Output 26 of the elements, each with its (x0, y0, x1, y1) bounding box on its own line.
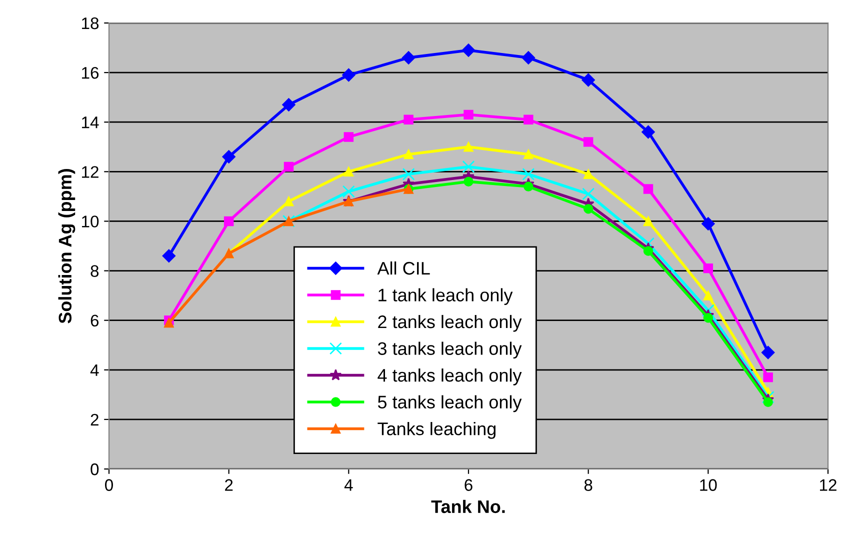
y-axis-title: Solution Ag (ppm) (58, 169, 76, 324)
y-tick-label: 16 (82, 66, 99, 79)
legend-label: 3 tanks leach only (378, 342, 522, 359)
x-axis-title: Tank No. (431, 500, 505, 514)
legend-label: 1 tank leach only (378, 288, 513, 306)
legend-label: 4 tanks leach only (378, 368, 522, 386)
x-tick-label: 12 (820, 479, 836, 491)
legend-label: 5 tanks leach only (378, 395, 522, 412)
y-tick-label: 14 (82, 116, 99, 128)
legend-label: Tanks leaching (378, 422, 496, 439)
x-tick-label: 10 (700, 479, 717, 491)
x-tick-label: 8 (584, 479, 592, 491)
y-tick-label: 8 (90, 265, 99, 277)
x-tick-label: 2 (225, 479, 233, 491)
y-tick-label: 18 (82, 17, 99, 30)
x-tick-label: 4 (344, 479, 353, 491)
x-tick-label: 6 (464, 479, 472, 491)
y-tick-label: 2 (90, 414, 98, 426)
x-tick-label: 0 (105, 479, 113, 491)
legend-label: All CIL (377, 261, 430, 275)
y-tick-label: 12 (82, 166, 98, 178)
y-tick-label: 0 (90, 463, 99, 476)
legend-label: 2 tanks leach only (378, 314, 522, 332)
y-tick-label: 10 (82, 216, 99, 228)
y-tick-label: 6 (90, 314, 99, 327)
y-tick-label: 4 (90, 364, 99, 376)
